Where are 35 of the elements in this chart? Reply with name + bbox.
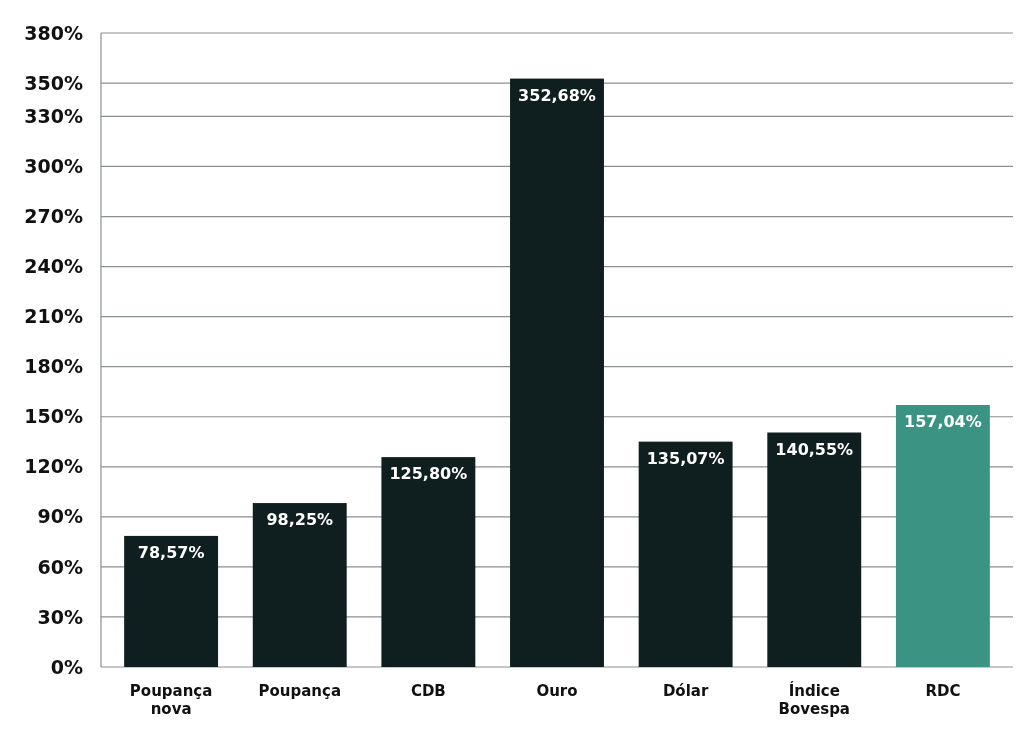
bar bbox=[124, 535, 219, 667]
bar bbox=[895, 404, 990, 667]
y-tick-label: 330% bbox=[24, 105, 83, 128]
y-tick-label: 300% bbox=[24, 155, 83, 178]
data-label: 140,55% bbox=[775, 439, 854, 459]
y-tick-label: 0% bbox=[50, 655, 83, 678]
data-label: 352,68% bbox=[518, 85, 596, 105]
bar bbox=[767, 432, 862, 667]
y-tick-label: 270% bbox=[24, 205, 83, 228]
x-tick-label: Índice Bovespa bbox=[778, 681, 851, 718]
bar bbox=[252, 503, 347, 667]
y-tick-label: 180% bbox=[24, 355, 83, 378]
data-label: 157,04% bbox=[904, 411, 982, 431]
bar bbox=[510, 78, 604, 667]
y-tick-label: 380% bbox=[24, 21, 83, 44]
y-tick-label: 240% bbox=[24, 255, 83, 278]
bar bbox=[638, 441, 733, 667]
y-tick-label: 30% bbox=[37, 605, 83, 628]
x-tick-label: Dólar bbox=[662, 682, 709, 700]
x-tick-label: Poupança bbox=[258, 682, 341, 700]
data-label: 135,07% bbox=[646, 448, 725, 468]
data-label: 125,80% bbox=[389, 464, 468, 484]
y-tick-label: 210% bbox=[24, 305, 83, 328]
x-tick-label: Poupança nova bbox=[129, 682, 213, 718]
y-tick-label: 90% bbox=[37, 505, 83, 528]
y-tick-label: 150% bbox=[24, 405, 83, 428]
y-tick-label: 120% bbox=[24, 455, 83, 478]
x-tick-label: RDC bbox=[925, 682, 961, 700]
data-label: 78,57% bbox=[137, 542, 205, 562]
y-tick-label: 60% bbox=[37, 555, 83, 578]
x-tick-label: CDB bbox=[410, 682, 446, 700]
bar bbox=[381, 457, 476, 667]
x-tick-label: Ouro bbox=[536, 682, 578, 700]
y-tick-label: 350% bbox=[24, 71, 83, 94]
data-label: 98,25% bbox=[266, 510, 334, 530]
